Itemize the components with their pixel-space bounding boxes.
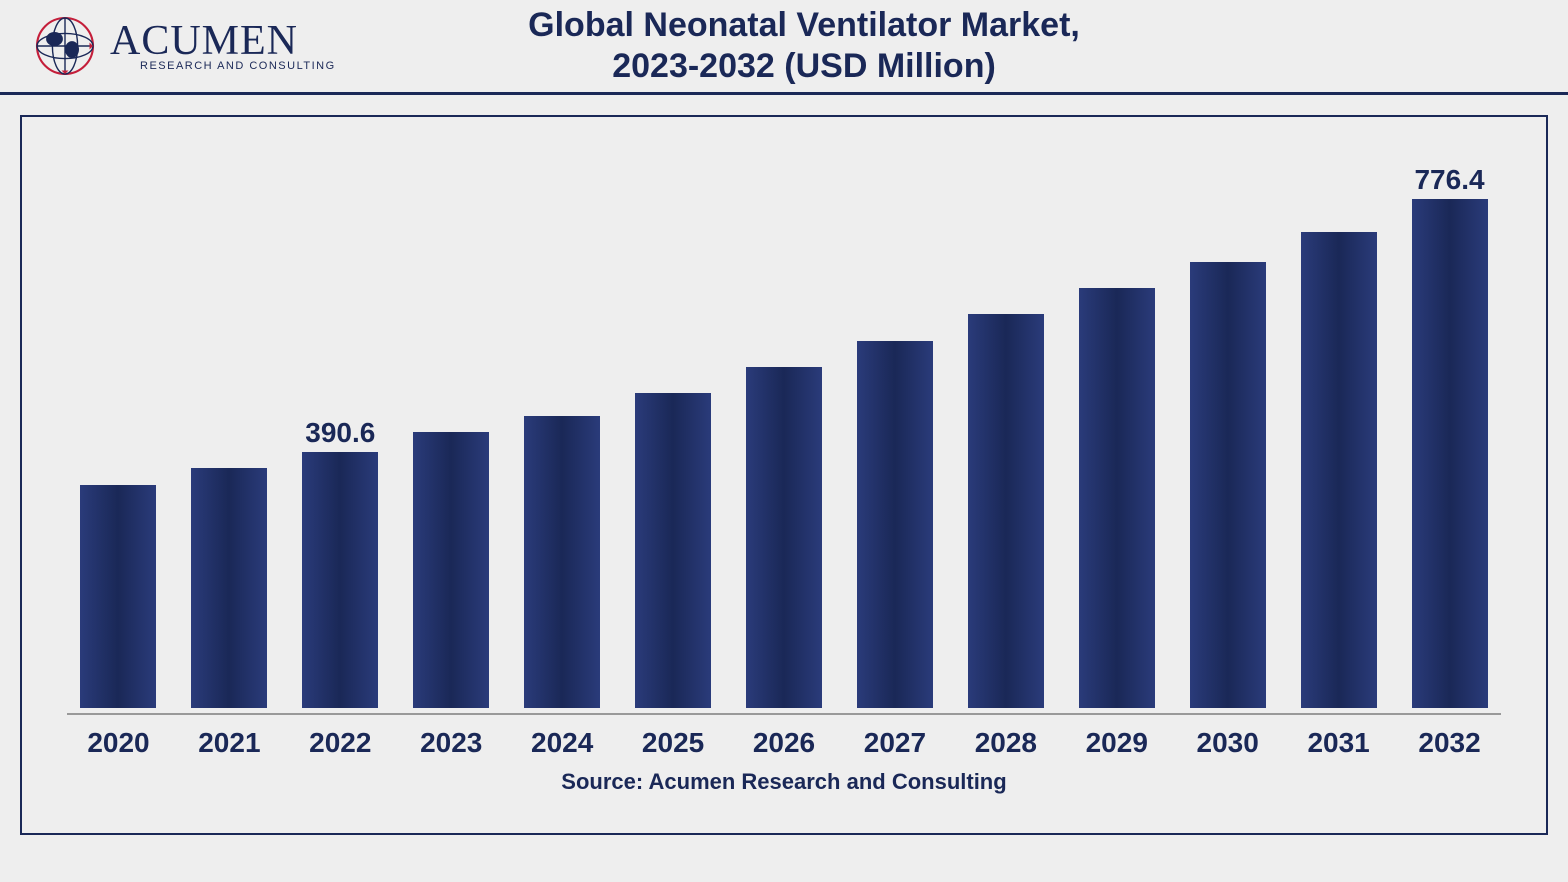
logo-text-sub: RESEARCH AND CONSULTING [140,60,336,72]
bar [191,468,267,708]
chart-baseline [67,713,1501,715]
bar-container [72,157,165,708]
x-axis-label: 2023 [405,727,498,759]
bar [857,341,933,709]
bar [413,432,489,708]
x-axis-label: 2032 [1403,727,1496,759]
bar-container [405,157,498,708]
x-axis-labels: 2020 2021 2022 2023 2024 2025 2026 2027 2028 2029… [72,727,1496,759]
bar: 776.4 [1412,199,1488,709]
x-axis-label: 2024 [516,727,609,759]
bar [1190,262,1266,708]
bar-container [627,157,720,708]
bar-container: 776.4 [1403,157,1496,708]
logo-text-container: ACUMEN RESEARCH AND CONSULTING [110,20,336,72]
title-line-2: 2023-2032 (USD Million) [612,47,996,85]
bar-container [516,157,609,708]
bar [746,367,822,708]
logo-text-main: ACUMEN [110,20,336,62]
x-axis-label: 2025 [627,727,720,759]
source-text: Source: Acumen Research and Consulting [72,769,1496,795]
bar-container: 390.6 [294,157,387,708]
bar [1301,232,1377,708]
x-axis-label: 2021 [183,727,276,759]
bar-value-label: 390.6 [305,417,375,449]
bar-container [848,157,941,708]
bar-container [738,157,831,708]
x-axis-label: 2022 [294,727,387,759]
x-axis-label: 2026 [738,727,831,759]
bar [1079,288,1155,708]
globe-icon [30,11,100,81]
bar [524,416,600,708]
x-axis-label: 2029 [1070,727,1163,759]
chart-container: 390.6776.4 20202021202220232024202520262… [20,115,1548,835]
bar-value-label: 776.4 [1414,164,1484,196]
title-line-1: Global Neonatal Ventilator Market, [528,6,1080,44]
bar-container [1181,157,1274,708]
bar [635,393,711,708]
chart-plot-area: 390.6 776.4 [72,157,1496,713]
bar-container [959,157,1052,708]
chart-title: Global Neonatal Ventilator Market, 2023-… [350,5,1258,87]
x-axis-label: 2031 [1292,727,1385,759]
bar: 390.6 [302,452,378,708]
x-axis-label: 2030 [1181,727,1274,759]
bar [80,485,156,708]
bar [968,314,1044,708]
logo-container: ACUMEN RESEARCH AND CONSULTING [30,11,350,81]
bar-container [1070,157,1163,708]
bar-container [1292,157,1385,708]
x-axis-label: 2020 [72,727,165,759]
header-section: ACUMEN RESEARCH AND CONSULTING Global Ne… [0,0,1568,95]
x-axis-label: 2027 [848,727,941,759]
x-axis-label: 2028 [959,727,1052,759]
bar-container [183,157,276,708]
title-container: Global Neonatal Ventilator Market, 2023-… [350,5,1538,87]
